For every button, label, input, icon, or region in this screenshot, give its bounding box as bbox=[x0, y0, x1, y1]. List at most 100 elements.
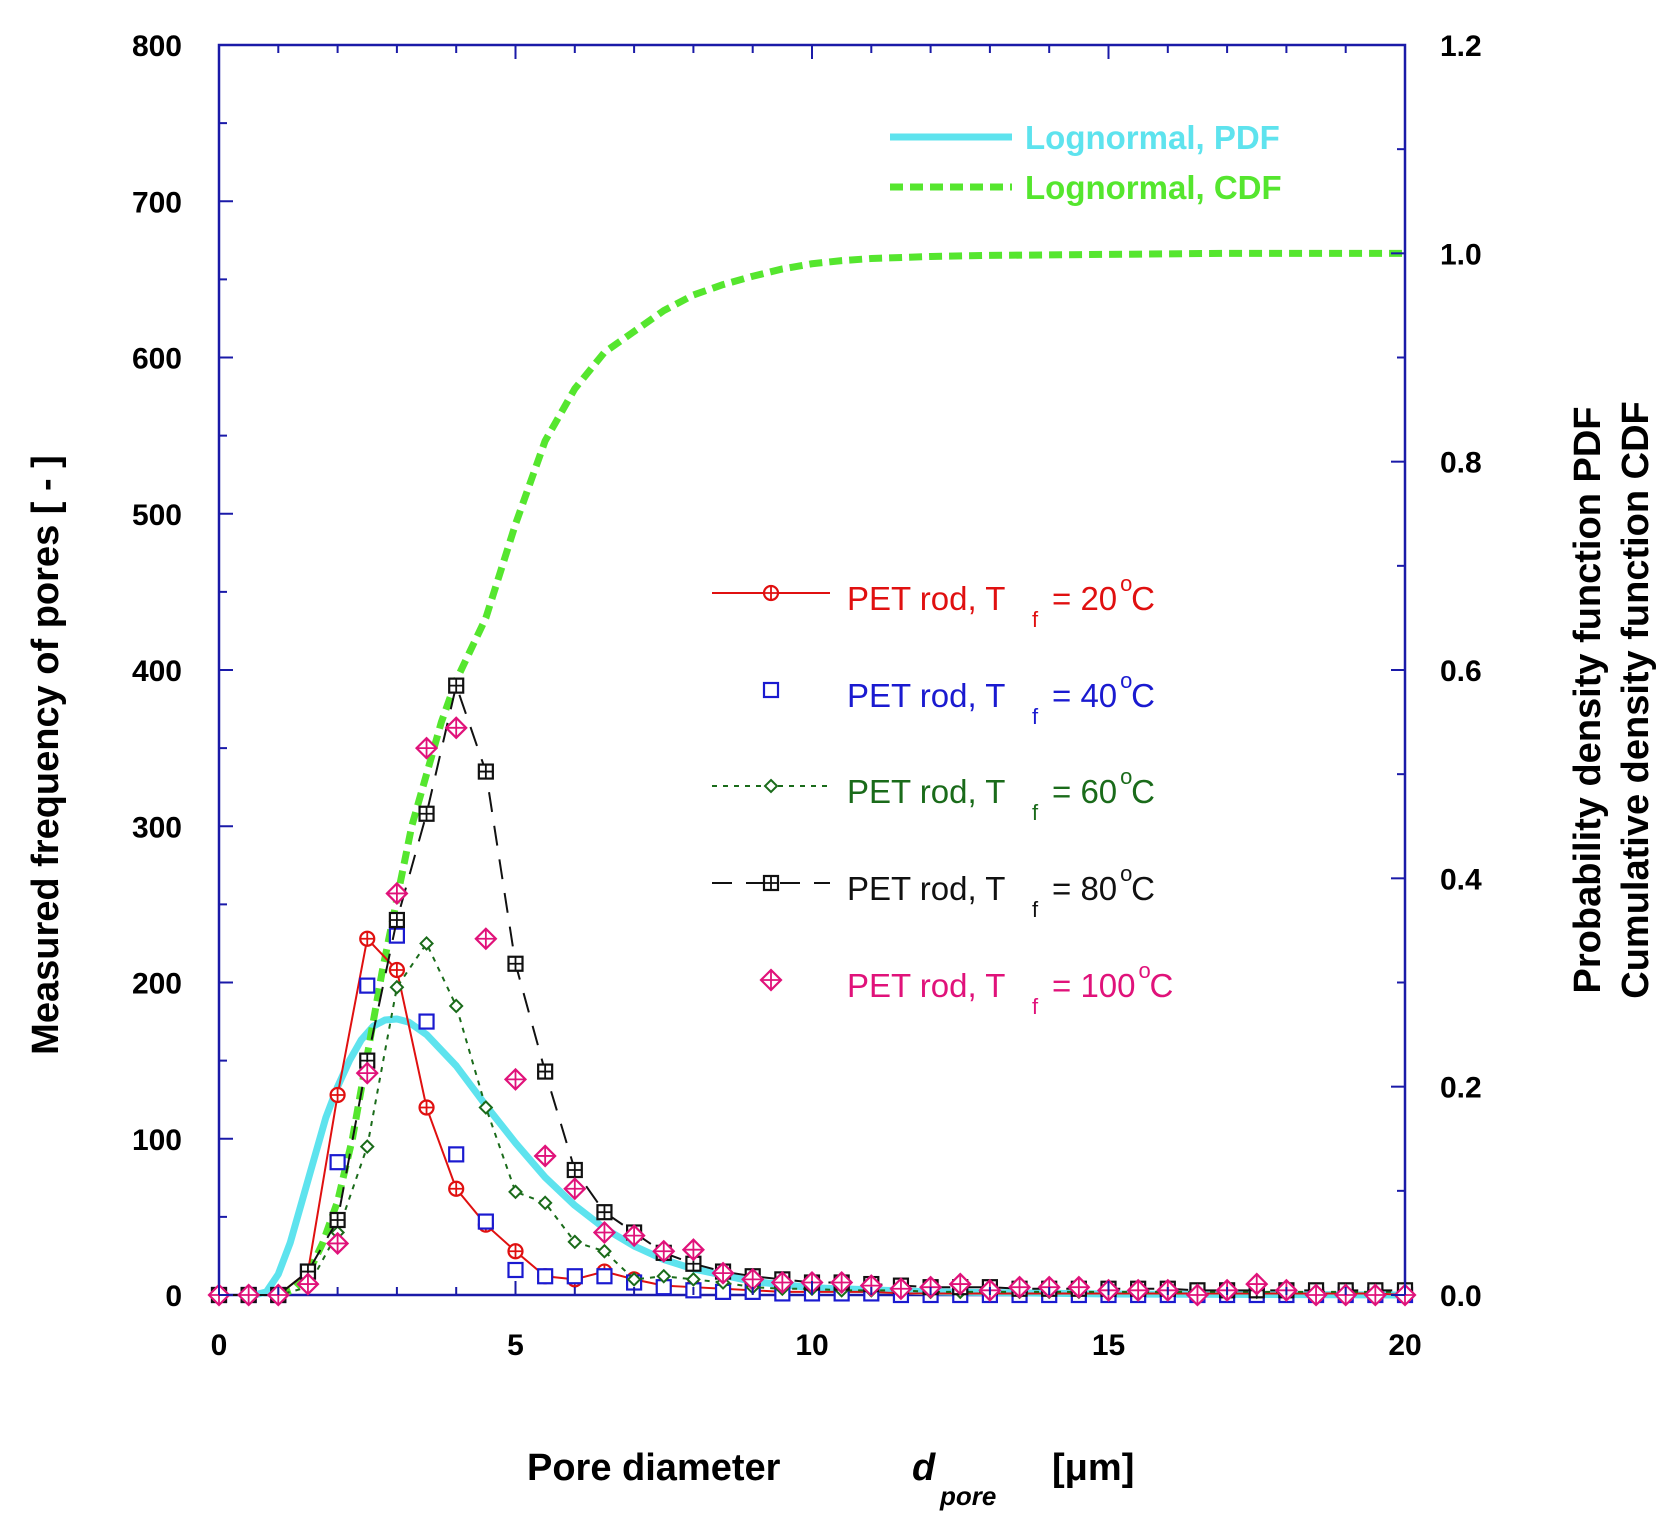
legend-label-main: PET rod, T bbox=[847, 870, 1005, 907]
data-point bbox=[830, 1270, 854, 1295]
data-point bbox=[296, 1272, 320, 1296]
marker-cross bbox=[624, 1225, 645, 1246]
legend-label-main: PET rod, T bbox=[847, 967, 1005, 1004]
legend-label-value: = 100 bbox=[1052, 967, 1136, 1004]
plot-frame bbox=[217, 43, 1407, 1297]
data-point bbox=[507, 955, 524, 972]
marker-square bbox=[507, 1261, 524, 1279]
marker-cross bbox=[831, 1272, 852, 1293]
marker-cross bbox=[772, 1272, 793, 1293]
data-point bbox=[1245, 1272, 1269, 1296]
data-point bbox=[681, 1238, 705, 1262]
legend-entry-5: PET rod, T f = 100 oC bbox=[759, 958, 1173, 1019]
data-point bbox=[414, 736, 439, 760]
data-point bbox=[566, 1161, 583, 1179]
marker-cross bbox=[297, 1274, 318, 1295]
data-point bbox=[448, 1180, 465, 1197]
data-point bbox=[507, 1261, 524, 1279]
legend-degree-o: o bbox=[1120, 861, 1132, 886]
marker-diamond bbox=[656, 1268, 672, 1284]
marker-cross bbox=[389, 913, 404, 927]
marker-cross bbox=[478, 764, 493, 779]
marker-diamond bbox=[537, 1195, 553, 1211]
marker-square bbox=[418, 1013, 435, 1030]
marker-cross bbox=[764, 876, 778, 890]
series-5 bbox=[207, 716, 1417, 1307]
marker-cross bbox=[330, 1088, 345, 1102]
data-point bbox=[596, 1268, 613, 1285]
data-point bbox=[626, 1271, 642, 1287]
marker-cross bbox=[535, 1145, 556, 1166]
y-right-tick-label: 1.0 bbox=[1440, 238, 1482, 271]
marker-square bbox=[477, 1213, 494, 1230]
marker-cross bbox=[538, 1064, 553, 1079]
x-axis-title-unit: [μm] bbox=[1052, 1447, 1134, 1489]
marker-diamond bbox=[626, 1271, 642, 1287]
marker-cross bbox=[357, 1063, 378, 1084]
data-point bbox=[359, 930, 376, 947]
data-point bbox=[537, 1195, 553, 1211]
data-point bbox=[329, 1211, 346, 1229]
marker-cross bbox=[330, 1213, 345, 1227]
marker-cross bbox=[597, 1205, 612, 1220]
legend-marker bbox=[762, 874, 780, 892]
marker-cross bbox=[1068, 1277, 1089, 1298]
data-point bbox=[478, 1100, 494, 1115]
series-line bbox=[219, 941, 1405, 1296]
marker-diamond bbox=[763, 778, 779, 794]
x-tick-label: 20 bbox=[1388, 1329, 1421, 1362]
legend-entry-2: PET rod, T f = 40 oC bbox=[762, 668, 1155, 729]
marker-cross bbox=[564, 1178, 585, 1199]
data-point bbox=[418, 805, 435, 822]
y-left-tick-label: 500 bbox=[132, 499, 182, 532]
data-point bbox=[1363, 1283, 1387, 1307]
data-point bbox=[448, 1146, 465, 1163]
data-point bbox=[652, 1239, 676, 1263]
marker-cross bbox=[653, 1241, 674, 1262]
marker-cross bbox=[449, 1181, 464, 1196]
marker-cross bbox=[1187, 1285, 1208, 1305]
y-right-tick-label: 0.4 bbox=[1440, 863, 1482, 896]
marker-cross bbox=[594, 1222, 615, 1243]
marker-cross bbox=[238, 1285, 259, 1305]
legend-label-main: PET rod, T bbox=[847, 773, 1005, 810]
x-axis-title-symbol: d bbox=[912, 1447, 936, 1489]
marker-cross bbox=[761, 970, 781, 990]
legend-marker bbox=[762, 681, 780, 699]
legend-label-sub: f bbox=[1032, 704, 1039, 729]
y-axis-left-title: Measured frequency of pores [ - ] bbox=[25, 455, 67, 1055]
data-point bbox=[597, 1243, 612, 1259]
data-point bbox=[477, 763, 494, 780]
legend-label-unit: C bbox=[1131, 580, 1155, 617]
y-right-tick-label: 0.8 bbox=[1440, 447, 1482, 480]
data-point bbox=[237, 1283, 261, 1307]
marker-cross bbox=[419, 806, 434, 821]
marker-diamond bbox=[359, 1139, 375, 1154]
legend-marker bbox=[763, 778, 779, 794]
legend-label-sub: f bbox=[1032, 897, 1039, 922]
data-point bbox=[359, 1139, 375, 1154]
legend-pdf-label: Lognormal, PDF bbox=[1025, 119, 1280, 156]
data-point bbox=[711, 1261, 735, 1285]
data-point bbox=[389, 979, 405, 995]
data-point bbox=[419, 936, 434, 951]
marker-diamond bbox=[419, 936, 434, 951]
data-point bbox=[622, 1224, 646, 1248]
data-point bbox=[566, 1268, 583, 1285]
marker-diamond bbox=[597, 1243, 612, 1259]
legend-label-value: = 60 bbox=[1052, 773, 1117, 810]
marker-cross bbox=[742, 1269, 763, 1290]
marker-cross bbox=[1246, 1274, 1267, 1295]
legend-degree-o: o bbox=[1120, 571, 1132, 596]
y-right-tick-label: 0.2 bbox=[1440, 1072, 1482, 1105]
y-left-tick-label: 600 bbox=[132, 343, 182, 376]
marker-square bbox=[762, 681, 780, 699]
data-point bbox=[770, 1270, 794, 1295]
y-left-tick-label: 200 bbox=[132, 968, 182, 1001]
data-point bbox=[388, 911, 405, 929]
legend-label-sub: f bbox=[1032, 994, 1039, 1019]
marker-cross bbox=[950, 1274, 971, 1295]
y-left-tick-label: 700 bbox=[132, 186, 182, 219]
data-point bbox=[474, 927, 498, 951]
